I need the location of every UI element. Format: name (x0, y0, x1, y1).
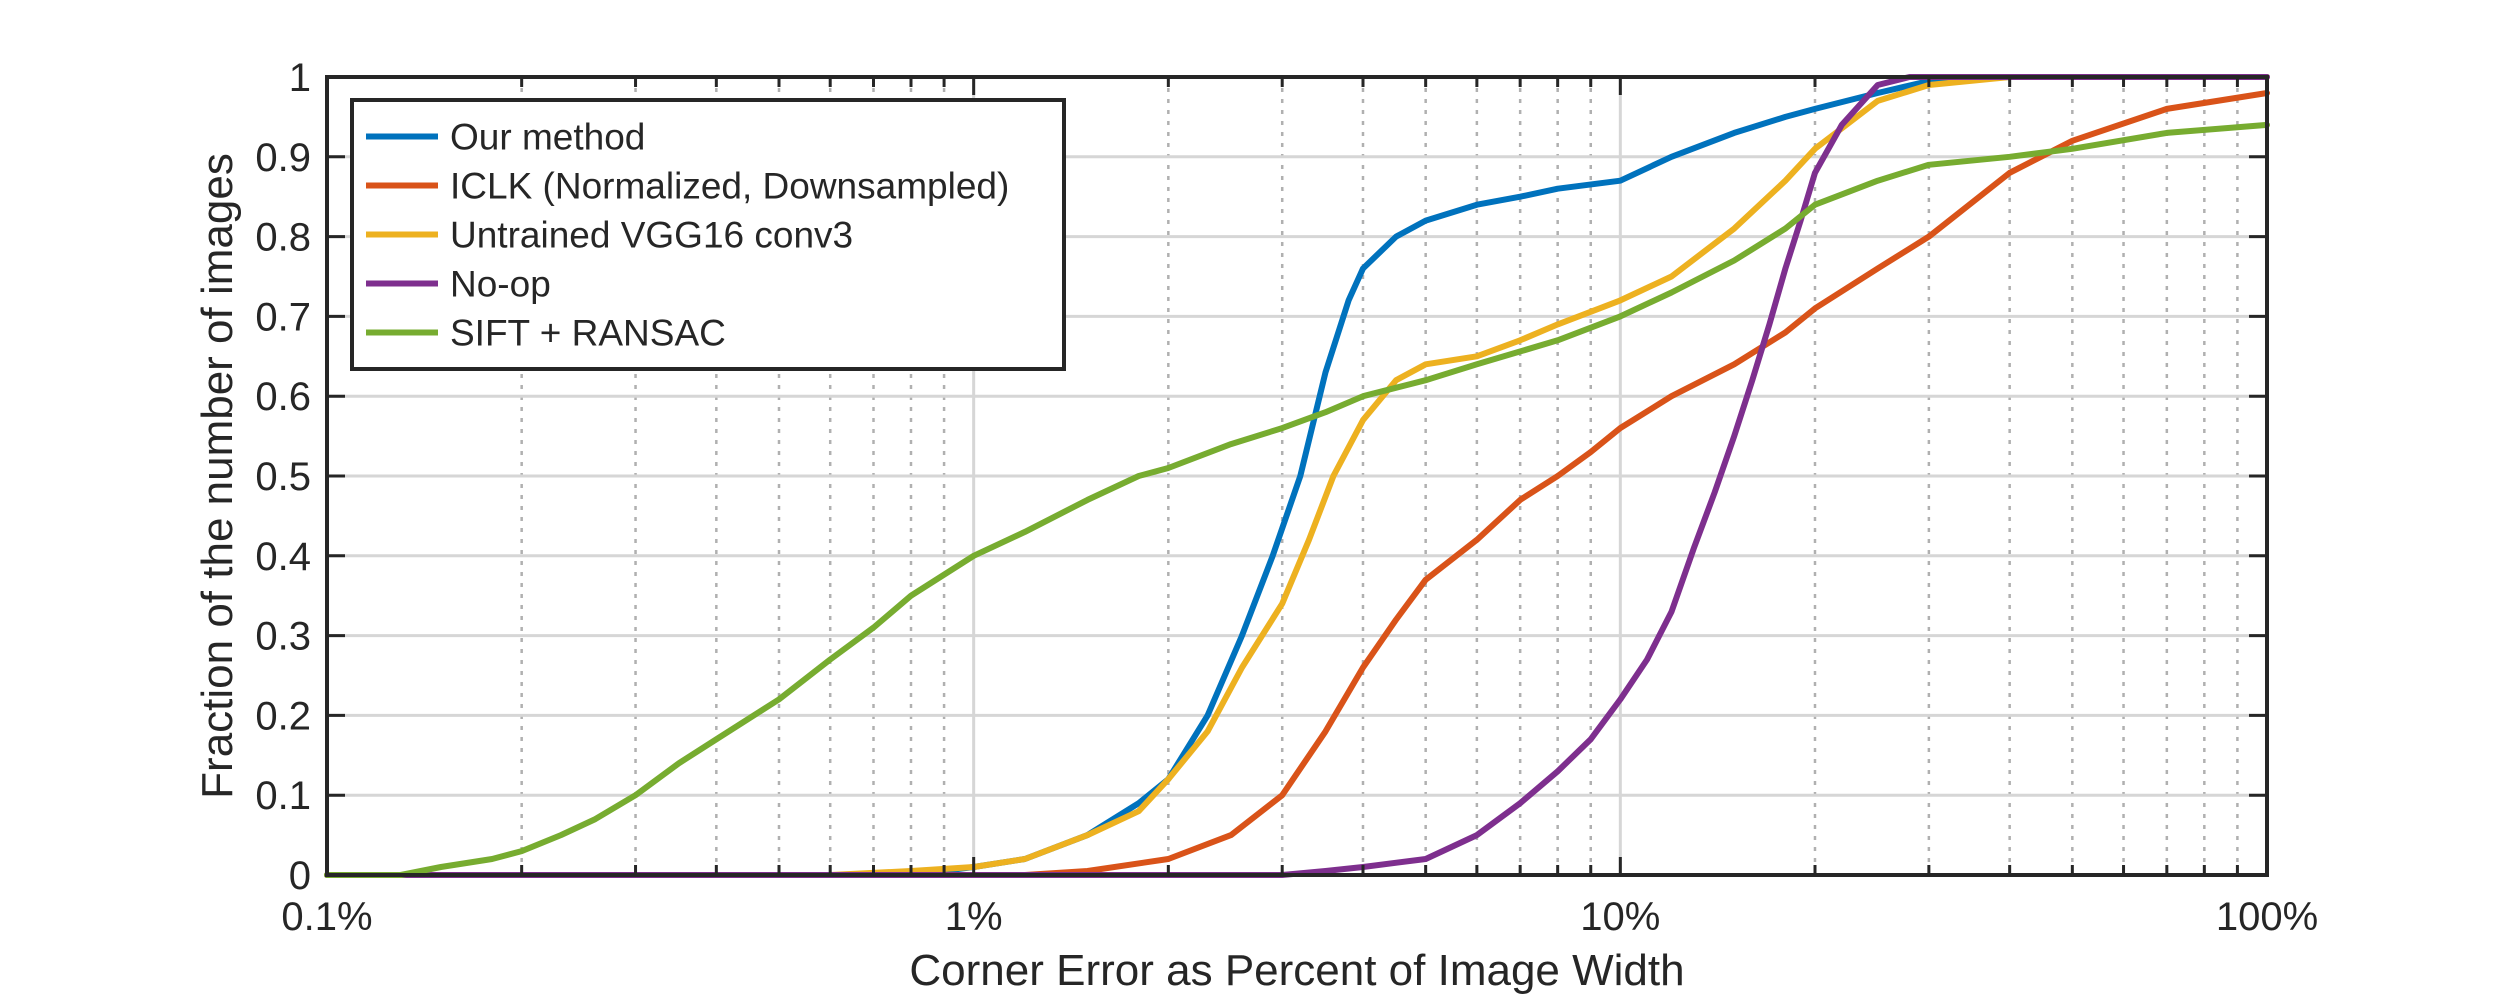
series-line-3 (324, 74, 2270, 878)
legend-label: Untrained VGG16 conv3 (450, 215, 853, 256)
x-tick-label: 100% (2216, 895, 2318, 939)
y-tick-label: 0 (289, 854, 311, 898)
axis-ticks (325, 75, 2269, 877)
y-tick-label: 0.3 (255, 615, 311, 659)
y-axis-label: Fraction of the number of images (193, 153, 242, 799)
y-tick-label: 0.1 (255, 774, 311, 818)
legend-label: No-op (450, 264, 551, 305)
series-line-1 (324, 90, 2270, 878)
x-axis-label: Corner Error as Percent of Image Width (909, 946, 1684, 995)
y-tick-label: 0.8 (255, 216, 311, 260)
y-tick-label: 0.7 (255, 295, 311, 339)
series-line-4 (324, 121, 2270, 878)
series-line-2 (324, 74, 2270, 878)
tick-labels: 0.1% 1% 10% 100% 0 0.1 0.2 0.3 0.4 0.5 0.6 0.7 0.8 0.… (255, 56, 2318, 939)
series-line-0 (324, 74, 2270, 878)
y-tick-label: 0.2 (255, 694, 311, 738)
x-tick-label: 0.1% (281, 895, 372, 939)
legend-label: ICLK (Normalized, Downsampled) (450, 166, 1009, 207)
y-tick-label: 0.4 (255, 535, 311, 579)
y-tick-label: 0.5 (255, 455, 311, 499)
x-tick-label: 10% (1580, 895, 1660, 939)
y-tick-label: 0.9 (255, 136, 311, 180)
legend-box (350, 98, 1066, 371)
series-lines (324, 74, 2270, 878)
x-tick-label: 1% (945, 895, 1003, 939)
legend: Our method ICLK (Normalized, Downsampled)… (350, 98, 1066, 371)
legend-label: Our method (450, 117, 645, 158)
y-tick-label: 1 (289, 56, 311, 100)
y-tick-label: 0.6 (255, 375, 311, 419)
legend-label: SIFT + RANSAC (450, 313, 726, 354)
